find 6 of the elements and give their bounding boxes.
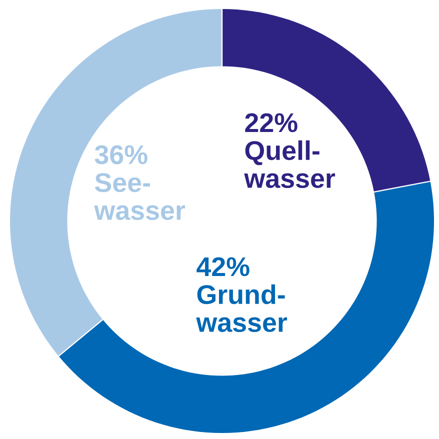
data-label: 22% xyxy=(245,113,298,132)
data-label: 36% xyxy=(94,145,148,164)
slice-label: Quell-wasser xyxy=(244,140,336,188)
slice-label: Grund-wasser xyxy=(196,284,288,332)
data-label: 42% xyxy=(196,257,250,276)
slice-label: See-wasser xyxy=(94,173,186,220)
